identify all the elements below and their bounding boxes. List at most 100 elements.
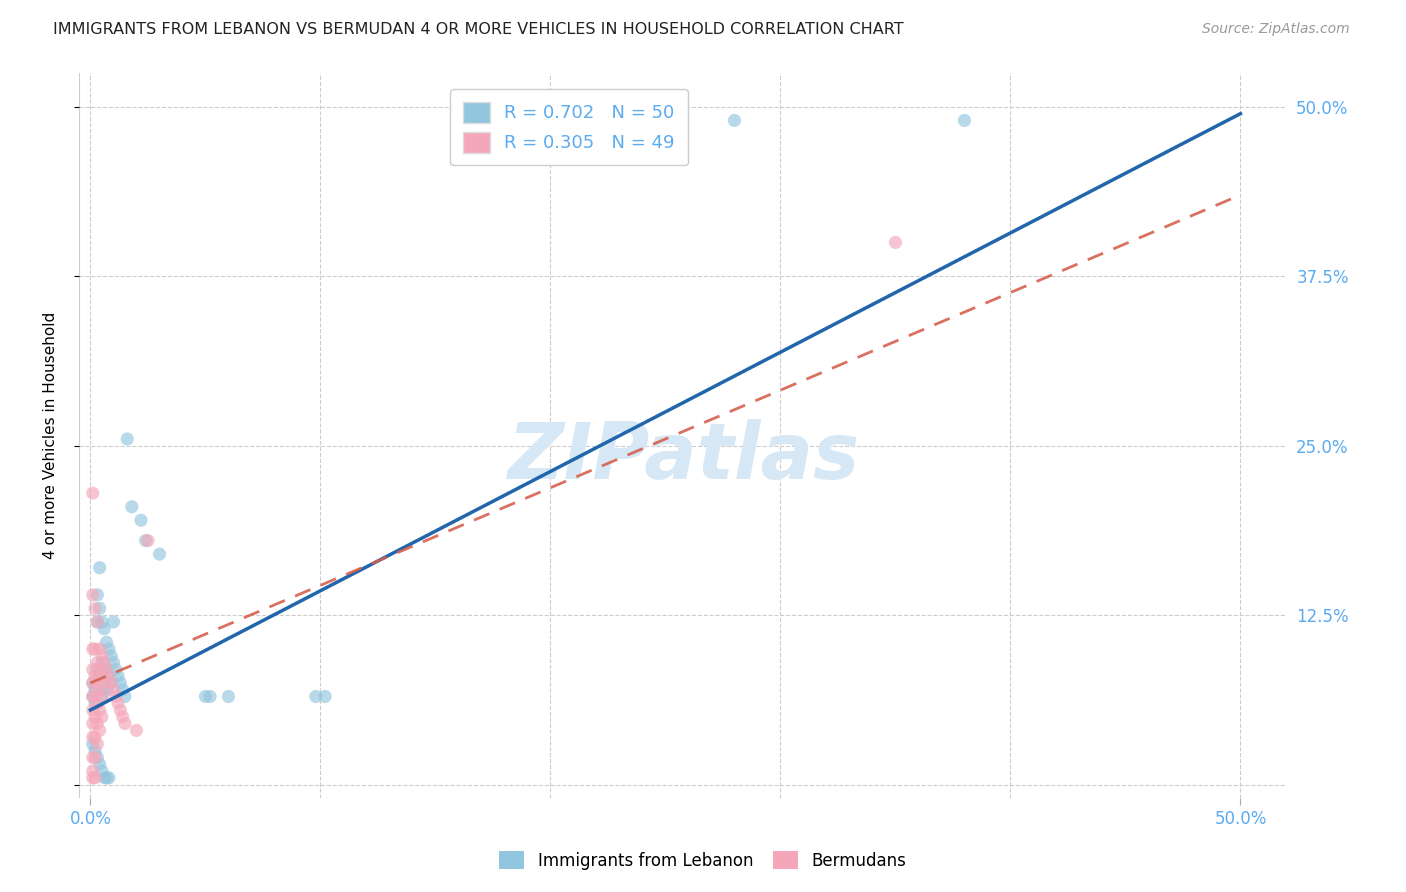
Point: [93, 662, 115, 676]
Point: [107, 669, 129, 683]
Point: [84, 750, 107, 764]
Point: [100, 676, 122, 690]
Point: [107, 696, 129, 710]
Y-axis label: 4 or more Vehicles in Household: 4 or more Vehicles in Household: [44, 312, 58, 559]
Point: [89, 757, 111, 772]
Point: [84, 642, 107, 657]
Point: [305, 690, 328, 704]
Point: [723, 113, 745, 128]
Point: [93, 682, 115, 697]
Point: [84, 682, 107, 697]
Point: [86, 676, 108, 690]
Point: [103, 656, 125, 670]
Point: [97, 642, 120, 657]
Point: [91, 669, 114, 683]
Point: [86, 716, 108, 731]
Point: [91, 690, 114, 704]
Point: [91, 615, 114, 629]
Point: [89, 560, 111, 574]
Point: [82, 690, 104, 704]
Point: [82, 662, 104, 676]
Point: [96, 682, 118, 697]
Legend: Immigrants from Lebanon, Bermudans: Immigrants from Lebanon, Bermudans: [494, 845, 912, 877]
Point: [82, 690, 104, 704]
Point: [82, 676, 104, 690]
Point: [135, 533, 157, 548]
Point: [129, 513, 152, 527]
Point: [82, 737, 104, 751]
Point: [884, 235, 907, 250]
Point: [89, 703, 111, 717]
Point: [97, 771, 120, 785]
Point: [82, 764, 104, 778]
Point: [82, 771, 104, 785]
Point: [121, 500, 143, 514]
Point: [82, 486, 104, 500]
Point: [97, 669, 120, 683]
Point: [111, 682, 134, 697]
Point: [104, 690, 127, 704]
Point: [82, 588, 104, 602]
Point: [86, 615, 108, 629]
Point: [89, 669, 111, 683]
Point: [97, 669, 120, 683]
Point: [96, 771, 118, 785]
Point: [84, 710, 107, 724]
Point: [104, 662, 127, 676]
Point: [89, 601, 111, 615]
Point: [314, 690, 336, 704]
Point: [84, 669, 107, 683]
Point: [91, 710, 114, 724]
Point: [114, 716, 136, 731]
Point: [82, 750, 104, 764]
Point: [82, 703, 104, 717]
Point: [110, 676, 132, 690]
Point: [91, 690, 114, 704]
Point: [96, 635, 118, 649]
Point: [96, 662, 118, 676]
Point: [93, 656, 115, 670]
Text: Source: ZipAtlas.com: Source: ZipAtlas.com: [1202, 22, 1350, 37]
Point: [82, 676, 104, 690]
Point: [84, 601, 107, 615]
Point: [100, 676, 122, 690]
Point: [953, 113, 976, 128]
Point: [103, 682, 125, 697]
Text: IMMIGRANTS FROM LEBANON VS BERMUDAN 4 OR MORE VEHICLES IN HOUSEHOLD CORRELATION : IMMIGRANTS FROM LEBANON VS BERMUDAN 4 OR…: [53, 22, 904, 37]
Point: [91, 648, 114, 663]
Text: ZIPatlas: ZIPatlas: [506, 419, 859, 495]
Point: [89, 682, 111, 697]
Point: [82, 730, 104, 744]
Point: [84, 771, 107, 785]
Point: [93, 622, 115, 636]
Point: [110, 703, 132, 717]
Point: [84, 696, 107, 710]
Point: [198, 690, 221, 704]
Point: [86, 588, 108, 602]
Point: [93, 676, 115, 690]
Point: [82, 642, 104, 657]
Point: [114, 690, 136, 704]
Point: [91, 764, 114, 778]
Point: [93, 771, 115, 785]
Point: [136, 533, 159, 548]
Point: [86, 662, 108, 676]
Point: [86, 615, 108, 629]
Point: [82, 716, 104, 731]
Point: [103, 615, 125, 629]
Point: [117, 432, 139, 446]
Point: [111, 710, 134, 724]
Point: [89, 662, 111, 676]
Point: [86, 656, 108, 670]
Point: [84, 690, 107, 704]
Point: [148, 547, 170, 561]
Point: [100, 648, 122, 663]
Point: [96, 662, 118, 676]
Point: [86, 696, 108, 710]
Point: [194, 690, 217, 704]
Point: [125, 723, 148, 738]
Point: [89, 642, 111, 657]
Point: [86, 737, 108, 751]
Point: [91, 656, 114, 670]
Point: [84, 744, 107, 758]
